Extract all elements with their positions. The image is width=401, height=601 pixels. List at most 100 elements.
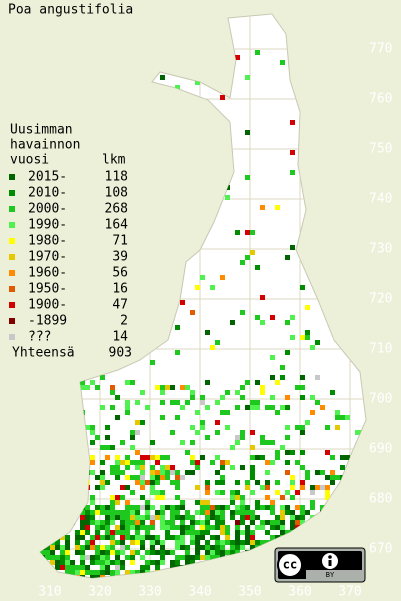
cell (270, 460, 275, 465)
cell (45, 505, 50, 510)
cell (210, 555, 215, 560)
cell (120, 580, 125, 585)
cell (285, 490, 290, 495)
cell (270, 575, 275, 578)
cell (135, 515, 140, 520)
cell (270, 505, 275, 510)
cell (220, 275, 225, 280)
cell (295, 385, 300, 390)
cell (230, 495, 235, 500)
cell (65, 580, 70, 585)
cell (85, 510, 90, 515)
cell (130, 380, 135, 385)
cell (225, 570, 230, 575)
cell (140, 515, 145, 520)
cell (130, 505, 135, 510)
legend-swatch (9, 238, 15, 244)
cell (255, 540, 260, 545)
cell (115, 510, 120, 515)
cell (250, 570, 255, 575)
cell (130, 550, 135, 555)
cell (190, 390, 195, 395)
cell (100, 550, 105, 555)
cell (140, 455, 145, 460)
cell (330, 510, 335, 515)
cell (90, 515, 95, 520)
cell (325, 485, 330, 490)
cell (260, 550, 265, 555)
cell (65, 540, 70, 545)
cell (165, 570, 170, 575)
cell (130, 510, 135, 515)
legend-swatch (9, 302, 15, 308)
cell (65, 455, 70, 460)
cell (215, 575, 220, 578)
cell (125, 505, 130, 510)
cell (35, 535, 40, 540)
cell (230, 560, 235, 565)
cell (55, 530, 60, 535)
cell (220, 490, 225, 495)
cell (90, 520, 95, 525)
cell (65, 535, 70, 540)
cell (365, 535, 366, 540)
cell (345, 515, 350, 520)
cell (120, 540, 125, 545)
cell (55, 465, 60, 470)
cell (75, 190, 80, 195)
cell (100, 405, 105, 410)
cell (115, 565, 120, 570)
cell (45, 570, 50, 575)
cell (260, 560, 265, 565)
cell (40, 505, 45, 510)
cell (240, 260, 245, 265)
cell (250, 405, 255, 410)
title: Poa angustifolia (8, 3, 133, 18)
cell (35, 35, 40, 40)
cell (360, 335, 365, 340)
cell (85, 515, 90, 520)
cell (145, 315, 150, 320)
cell (260, 320, 265, 325)
cell (260, 520, 265, 525)
cell (80, 385, 85, 390)
cell (40, 455, 45, 460)
cell (220, 525, 225, 530)
cell (150, 520, 155, 525)
cell (75, 85, 80, 90)
cell (80, 525, 85, 530)
cell (95, 280, 100, 285)
cell (165, 455, 170, 460)
cell (345, 495, 350, 500)
cell (265, 485, 270, 490)
cell (300, 335, 305, 340)
cell (135, 420, 140, 425)
cell (160, 490, 165, 495)
cell (235, 405, 240, 410)
cell (265, 470, 270, 475)
cell (200, 545, 205, 550)
cell (365, 460, 366, 465)
cell (195, 485, 200, 490)
cell (190, 470, 195, 475)
cell (265, 505, 270, 510)
cell (115, 560, 120, 565)
cell (60, 545, 65, 550)
cell (245, 255, 250, 260)
cell (100, 535, 105, 540)
cell (260, 575, 265, 578)
legend-swatch (9, 286, 15, 292)
cell (65, 575, 70, 578)
cell (220, 565, 225, 570)
cell (215, 515, 220, 520)
cell (110, 495, 115, 500)
cell (65, 470, 70, 475)
cell (105, 520, 110, 525)
cell (315, 470, 320, 475)
cell (110, 445, 115, 450)
cell (285, 255, 290, 260)
cell (85, 480, 90, 485)
cell (150, 360, 155, 365)
cell (195, 285, 200, 290)
cell (190, 575, 195, 578)
